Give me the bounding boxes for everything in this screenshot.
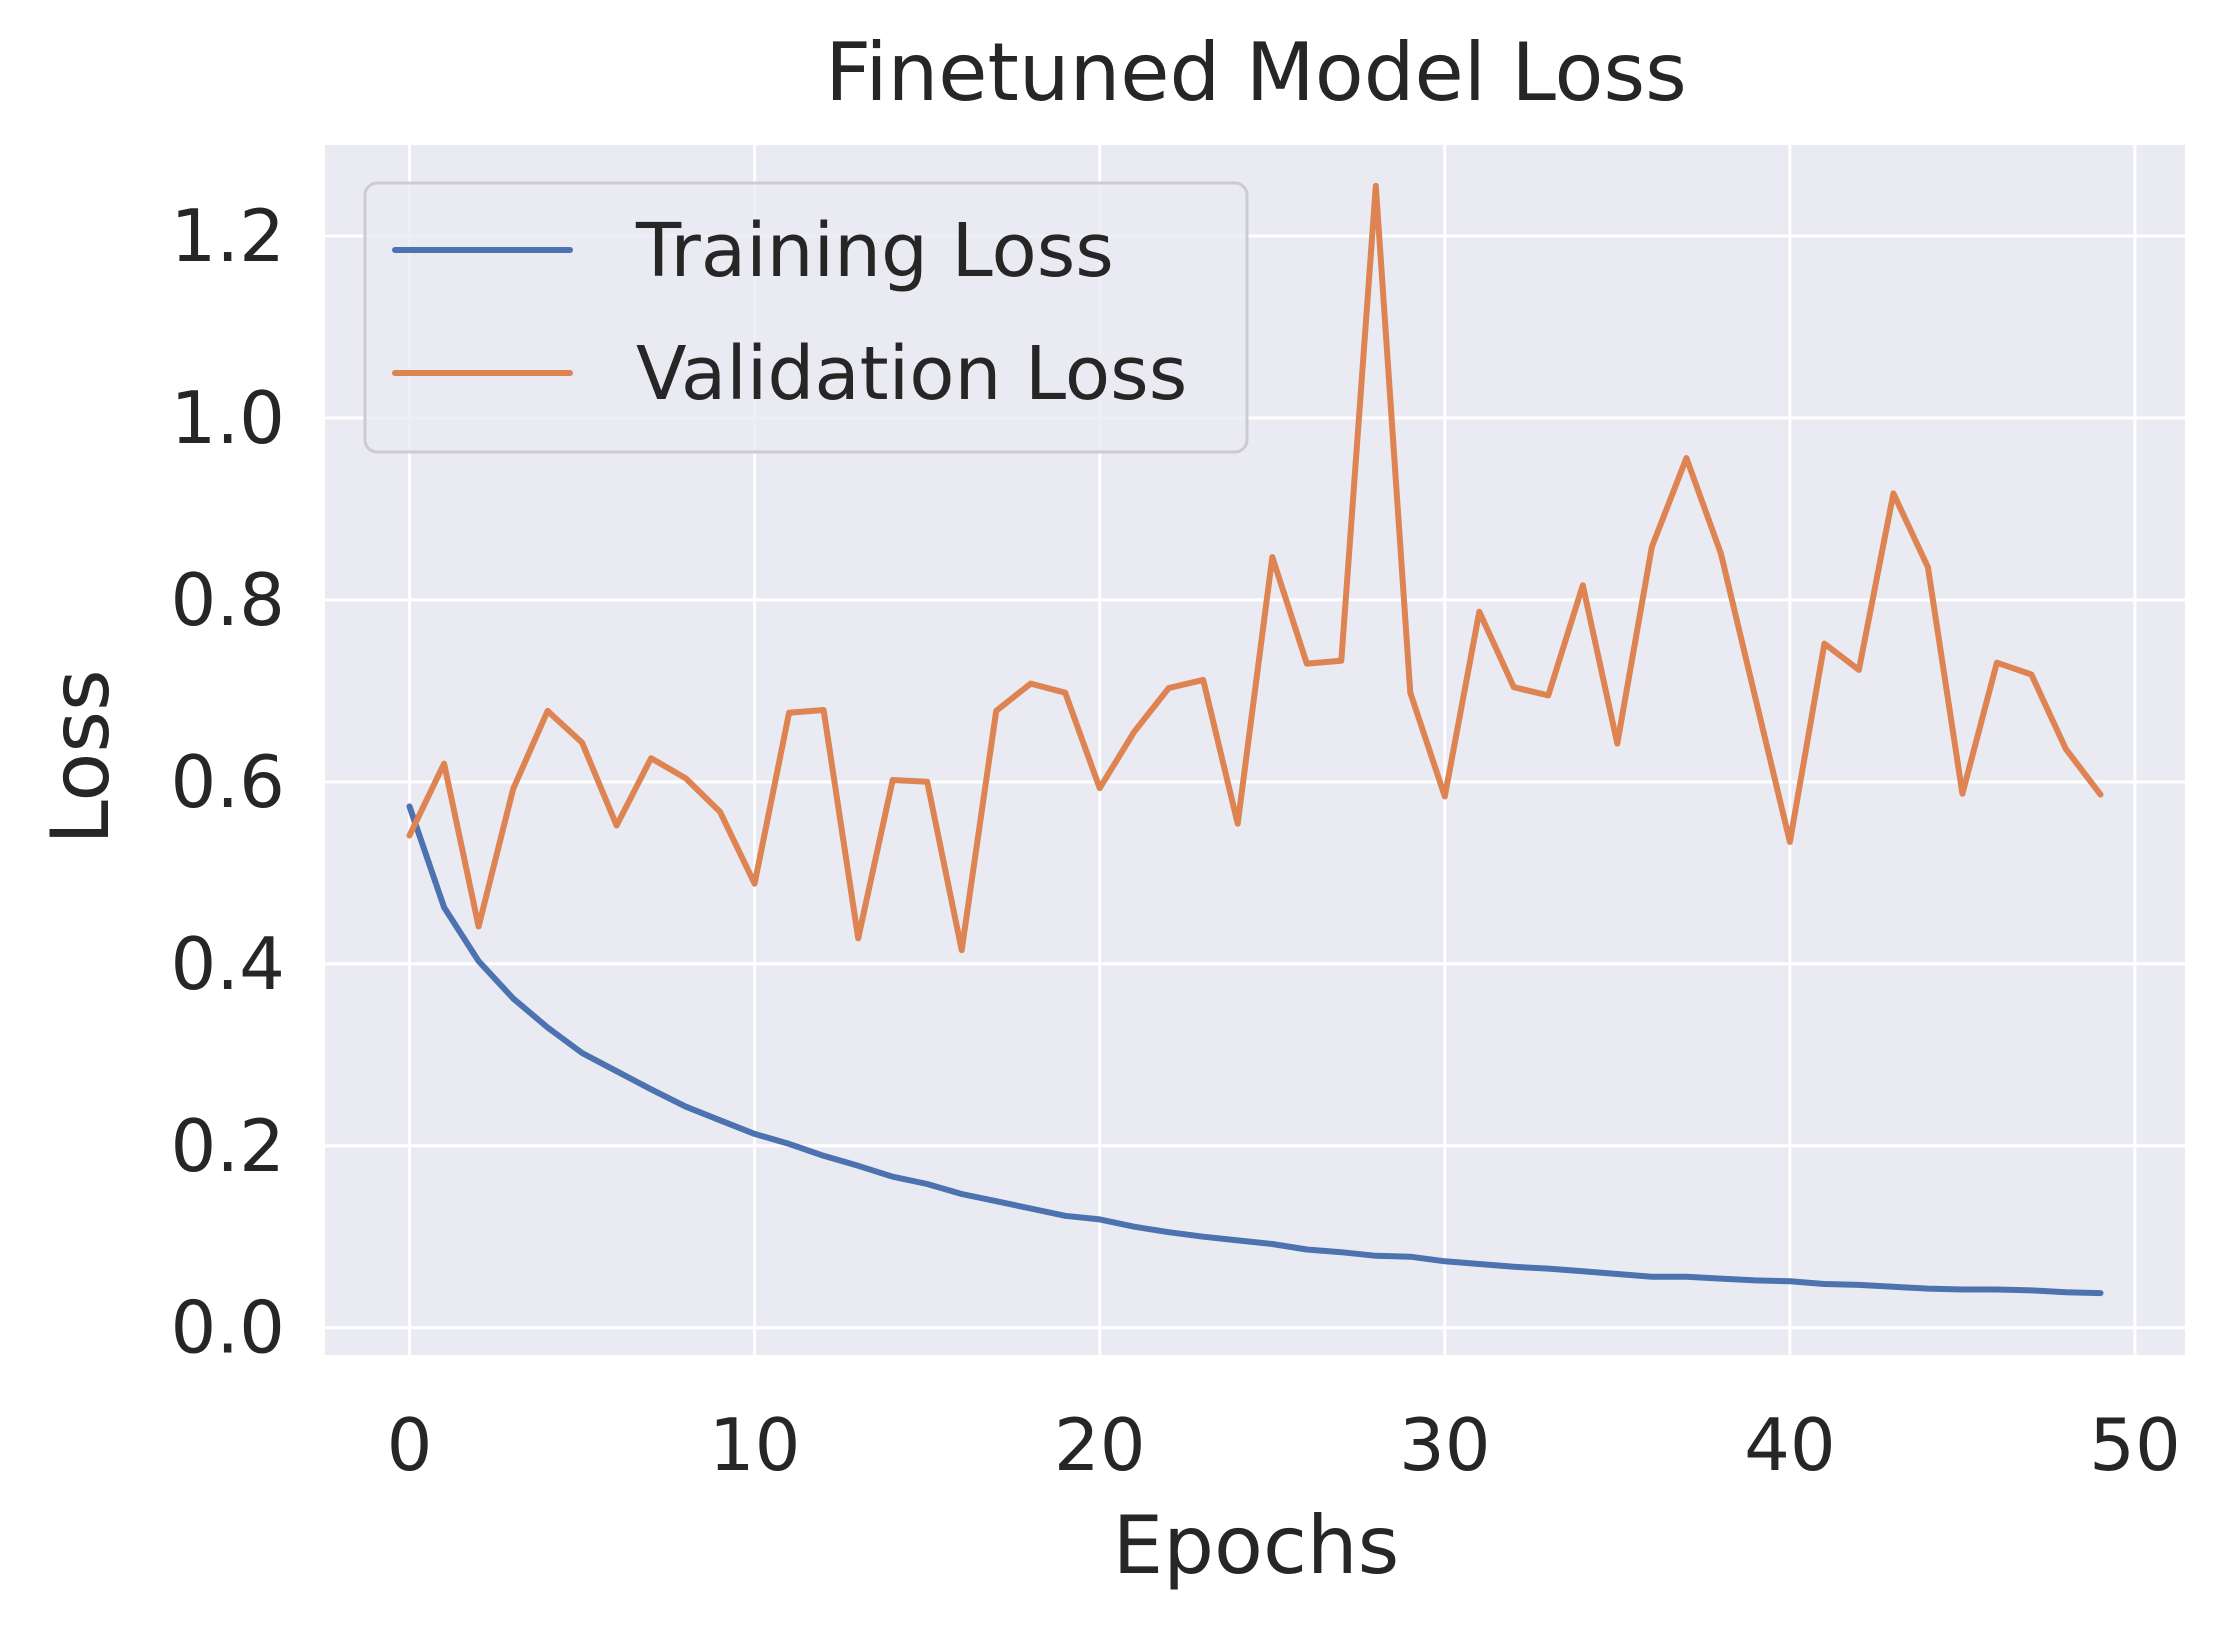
legend-box <box>363 181 1249 454</box>
tick-labels: 0 10 20 30 40 50 0.0 0.2 0.4 0.6 0.8 1.0 1.2 <box>170 194 2180 1487</box>
y-tick-label: 0.6 <box>170 740 285 824</box>
x-tick-label: 30 <box>1399 1403 1491 1487</box>
y-tick-label: 1.2 <box>170 194 285 278</box>
x-tick-label: 20 <box>1054 1403 1146 1487</box>
x-axis-label: Epochs <box>1113 1499 1400 1592</box>
x-tick-label: 0 <box>387 1403 433 1487</box>
series-line-training-loss <box>406 803 2104 1297</box>
y-tick-label: 0.0 <box>170 1286 285 1370</box>
legend-label-training-loss: Training Loss <box>635 208 1114 294</box>
x-tick-label: 10 <box>709 1403 801 1487</box>
y-tick-label: 0.2 <box>170 1104 285 1188</box>
legend-label-validation-loss: Validation Loss <box>636 331 1187 417</box>
chart-title: Finetuned Model Loss <box>825 26 1687 119</box>
x-tick-label: 50 <box>2089 1403 2181 1487</box>
y-tick-label: 1.0 <box>170 376 285 460</box>
y-tick-label: 0.4 <box>170 922 285 1006</box>
series-lines <box>406 182 2104 1297</box>
y-axis-label: Loss <box>34 669 127 844</box>
legend: Training Loss Validation Loss <box>363 181 1249 454</box>
x-tick-label: 40 <box>1744 1403 1836 1487</box>
y-tick-label: 0.8 <box>170 558 285 642</box>
series-line-validation-loss <box>406 182 2104 954</box>
